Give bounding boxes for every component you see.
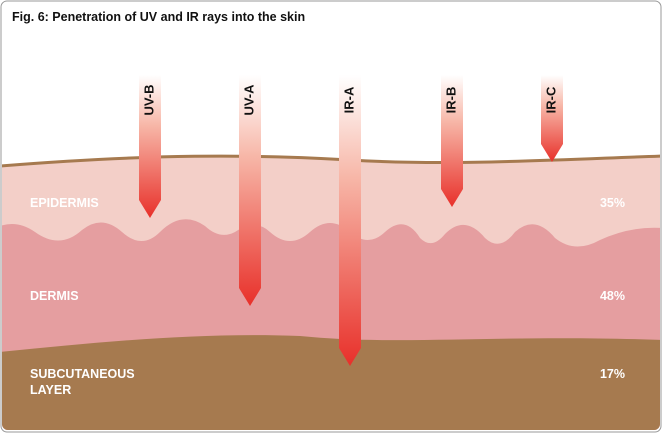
layer-share: 35% (600, 196, 625, 210)
title: Fig. 6: Penetration of UV and IR rays in… (12, 10, 305, 24)
ray-label: UV-A (241, 84, 256, 116)
ray-label: IR-C (543, 86, 558, 113)
ray-arrow (441, 75, 463, 207)
ray-arrow (139, 75, 161, 218)
ray-label: IR-A (341, 86, 356, 113)
layer-label: DERMIS (30, 289, 79, 303)
layer-label: SUBCUTANEOUS LAYER (30, 367, 135, 397)
ray-arrow (339, 75, 361, 366)
layer-share: 48% (600, 289, 625, 303)
ray-arrow (541, 75, 563, 162)
ray-arrow (239, 75, 261, 306)
layer-label: EPIDERMIS (30, 196, 99, 210)
ray-label: IR-B (443, 87, 458, 114)
ray-label: UV-B (141, 84, 156, 115)
subcutaneous (2, 335, 660, 430)
layer-share: 17% (600, 367, 625, 381)
